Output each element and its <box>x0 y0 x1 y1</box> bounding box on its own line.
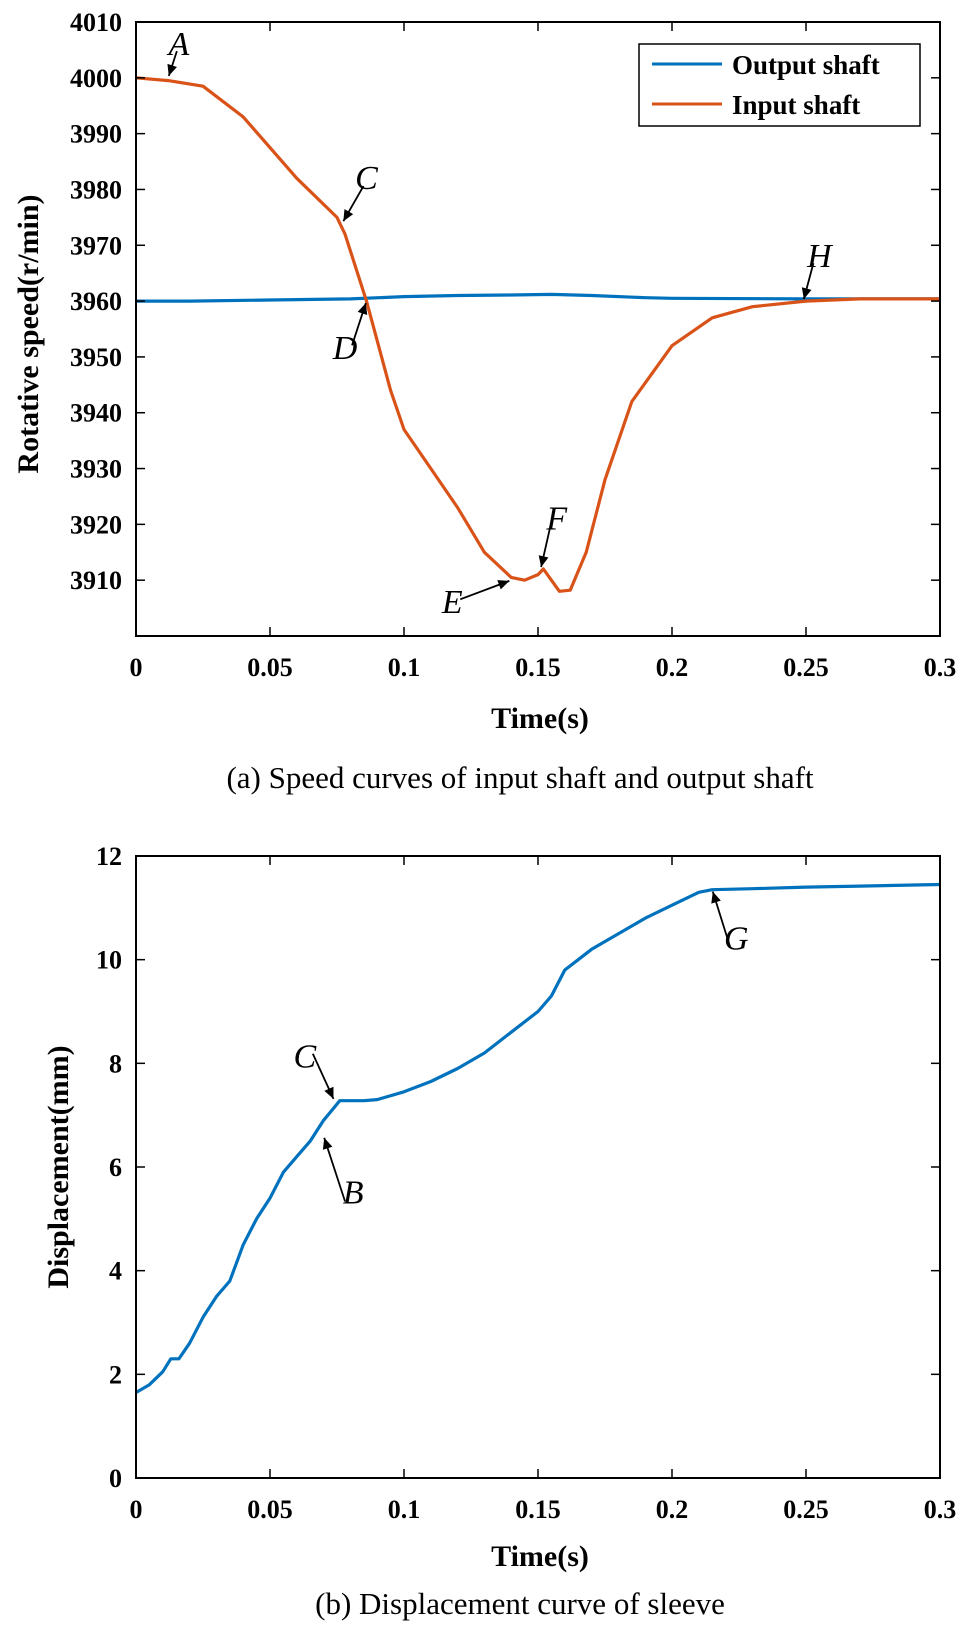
displacement-x-tick-label: 0.05 <box>247 1495 293 1524</box>
speed-y-tick-label: 3970 <box>70 231 122 260</box>
speed-x-tick-label: 0.15 <box>515 653 561 682</box>
displacement-chart-y-axis-label: Displacement(mm) <box>42 1045 75 1288</box>
speed-chart-y-axis-label: Rotative speed(r/min) <box>12 194 45 473</box>
speed-y-tick-label: 3950 <box>70 343 122 372</box>
displacement-chart-axes-box <box>135 855 941 1479</box>
speed-y-tick-label: 3910 <box>70 566 122 595</box>
speed-x-tick-label: 0.05 <box>247 653 293 682</box>
speed-line-output-shaft <box>136 292 940 303</box>
displacement-line-series-0 <box>135 882 941 1394</box>
speed-y-tick-label: 3930 <box>70 455 122 484</box>
speed-x-tick-label: 0.25 <box>783 653 829 682</box>
displacement-x-tick-label: 0.25 <box>783 1495 829 1524</box>
displacement-x-tick-label: 0.15 <box>515 1495 561 1524</box>
displacement-x-tick-label: 0.3 <box>924 1495 957 1524</box>
speed-chart-legend: Output shaft Input shaft <box>638 43 921 127</box>
speed-x-tick-label: 0.3 <box>924 653 957 682</box>
speed-annotation-c: C <box>355 160 378 197</box>
legend-label-input-shaft: Input shaft <box>732 90 860 120</box>
displacement-annotation-arrow-b <box>323 1137 346 1202</box>
displacement-annotation-arrowhead-g <box>711 891 721 904</box>
speed-y-tick-label: 3920 <box>70 510 122 539</box>
speed-annotation-h: H <box>806 238 834 275</box>
speed-y-tick-label: 3960 <box>70 287 122 316</box>
speed-y-tick-label: 3940 <box>70 399 122 428</box>
speed-line-input-shaft <box>135 76 940 593</box>
displacement-x-tick-label: 0.2 <box>656 1495 689 1524</box>
speed-annotation-arrowhead-e <box>497 580 510 590</box>
speed-y-tick-label: 4000 <box>70 64 122 93</box>
displacement-x-tick-label: 0.1 <box>388 1495 421 1524</box>
legend-box <box>638 43 921 127</box>
displacement-y-tick-label: 4 <box>109 1257 122 1286</box>
speed-annotation-arrowhead-a <box>167 63 177 76</box>
speed-annotation-d: D <box>332 330 358 367</box>
speed-y-tick-label: 4010 <box>70 8 122 37</box>
legend-label-output-shaft: Output shaft <box>732 50 880 80</box>
displacement-chart: 0 0.05 0.1 0.15 0.2 0.25 0.3 0 2 4 6 8 10 12 C B G Time… <box>42 842 956 1621</box>
speed-annotation-arrowhead-c <box>343 209 354 222</box>
speed-chart: 0 0.05 0.1 0.15 0.2 0.25 0.3 3910 3920 3930 3940 39… <box>12 8 956 795</box>
speed-chart-caption: (a) Speed curves of input shaft and outp… <box>226 760 814 795</box>
displacement-annotation-arrowhead-b <box>322 1137 333 1150</box>
displacement-chart-x-axis-label: Time(s) <box>491 1540 589 1573</box>
speed-chart-x-axis-label: Time(s) <box>491 702 589 735</box>
displacement-y-tick-label: 0 <box>109 1464 122 1493</box>
speed-y-tick-label: 3990 <box>70 120 122 149</box>
displacement-y-tick-label: 12 <box>96 842 122 871</box>
displacement-y-tick-label: 2 <box>109 1360 122 1389</box>
displacement-chart-caption: (b) Displacement curve of sleeve <box>315 1586 725 1621</box>
speed-annotation-e: E <box>441 584 463 621</box>
displacement-annotation-g: G <box>724 920 749 957</box>
speed-y-tick-label: 3980 <box>70 175 122 204</box>
displacement-y-tick-label: 8 <box>109 1049 122 1078</box>
displacement-annotation-arrowhead-c <box>324 1086 334 1099</box>
speed-x-tick-label: 0.1 <box>388 653 421 682</box>
speed-annotation-arrowhead-h <box>801 287 812 300</box>
displacement-y-tick-label: 6 <box>109 1153 122 1182</box>
speed-annotation-arrowhead-f <box>538 555 549 568</box>
speed-annotation-a: A <box>166 26 189 63</box>
displacement-y-tick-label: 10 <box>96 946 122 975</box>
speed-annotation-f: F <box>545 500 568 537</box>
displacement-x-tick-label: 0 <box>130 1495 143 1524</box>
speed-annotation-arrowhead-d <box>357 302 368 316</box>
displacement-annotation-b: B <box>343 1174 364 1211</box>
displacement-annotation-c: C <box>293 1039 316 1076</box>
speed-x-tick-label: 0.2 <box>656 653 689 682</box>
speed-x-tick-label: 0 <box>130 653 143 682</box>
